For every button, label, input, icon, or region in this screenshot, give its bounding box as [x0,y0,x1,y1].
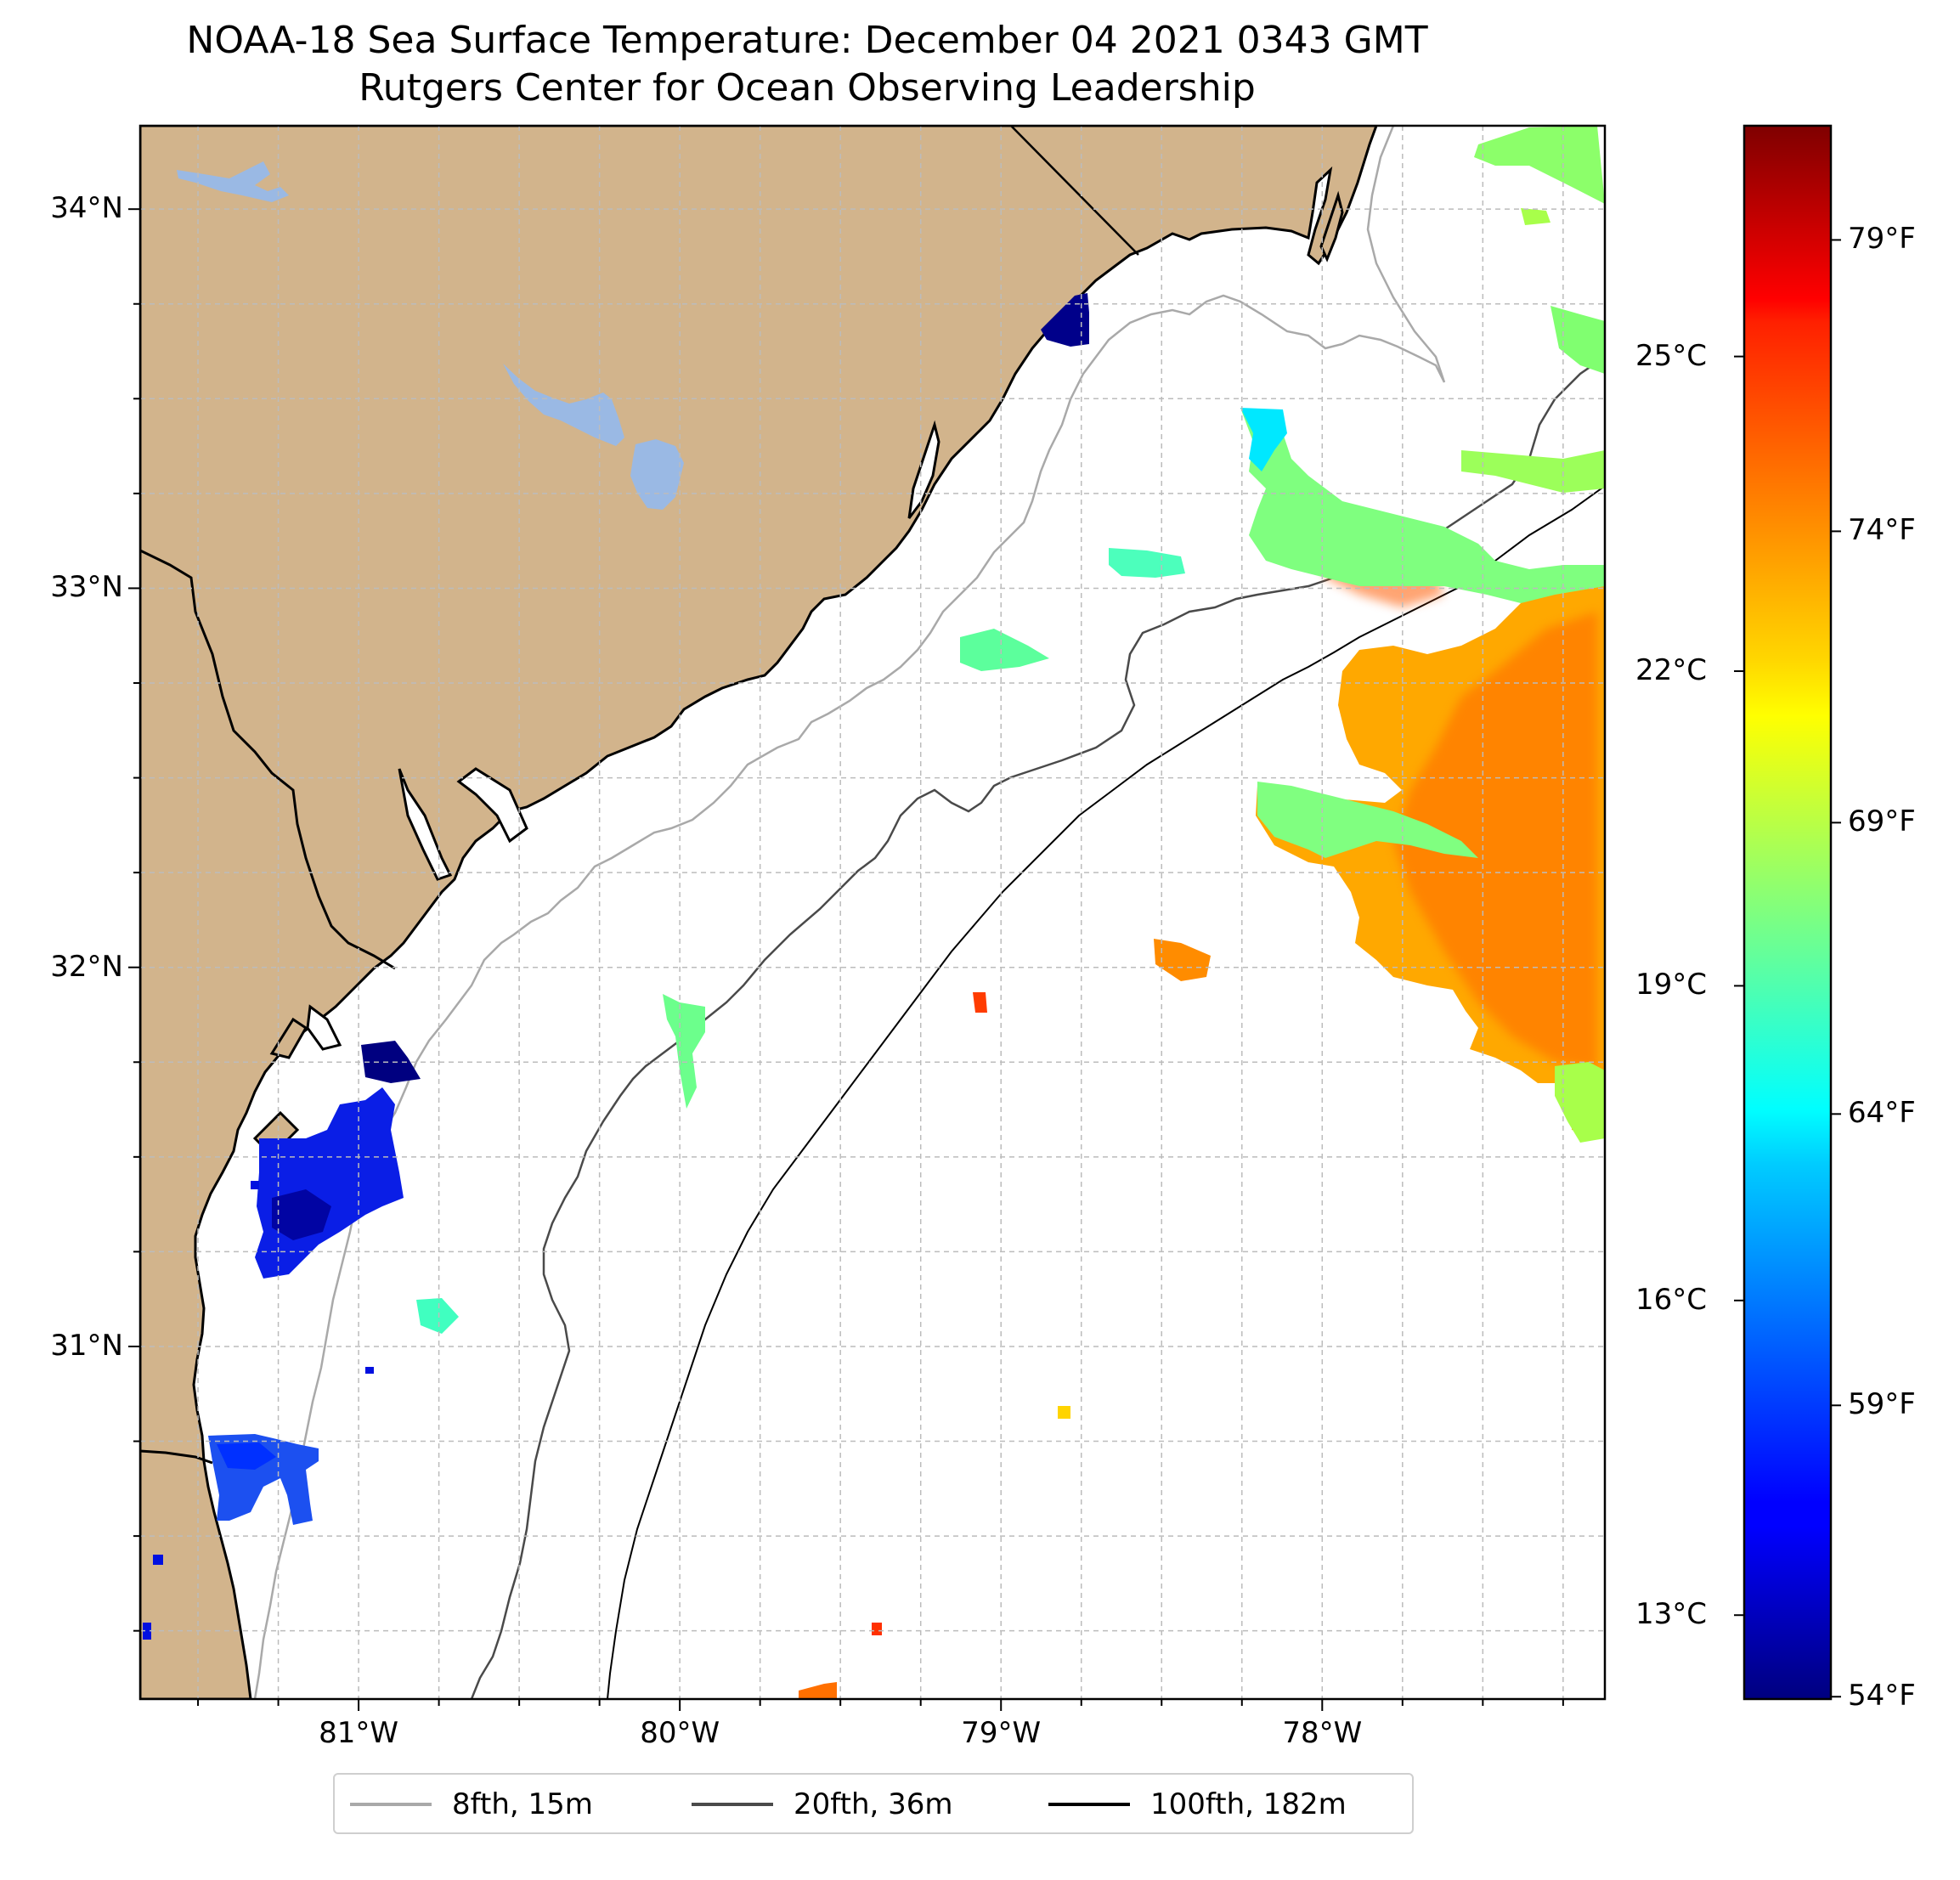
barrier-island [269,1017,308,1059]
sst-patch-cold-north [1041,293,1089,347]
chart-title: NOAA-18 Sea Surface Temperature: Decembe… [186,19,1428,62]
longitude-label: 81°W [319,1716,399,1750]
longitude-label: 78°W [1282,1716,1363,1750]
legend-swatch-20fth [692,1803,773,1806]
sst-patch-orange-spot [1154,939,1211,981]
lake-moultrie-south [630,439,684,510]
legend-label-8fth: 8fth, 15m [452,1787,593,1821]
sst-patch-green-ne [1474,126,1605,204]
colorbar-fahrenheit-label: 74°F [1848,513,1916,548]
estuary [456,767,528,844]
colorbar-fahrenheit-label: 64°F [1848,1096,1916,1131]
sst-patch-red-dot [872,1623,882,1635]
sst-patch-red-spot [973,992,987,1013]
legend-label-100fth: 100fth, 182m [1150,1787,1347,1821]
colorbar-celsius-label: 25°C [1635,338,1708,373]
lake-marion [177,161,289,202]
chart-subtitle: Rutgers Center for Ocean Observing Leade… [359,66,1256,110]
colorbar-fahrenheit-label: 79°F [1848,222,1916,257]
sst-patch-cyan-small [416,1298,459,1334]
sst-patch-cold-south-core [217,1442,276,1470]
colorbar-celsius-label: 22°C [1635,653,1708,688]
sst-patch-green-edge [1550,306,1605,374]
sst-patch-offshore-cyan [1109,548,1185,578]
bathymetry-legend: 8fth, 15m 20fth, 36m 100fth, 182m [333,1773,1414,1834]
colorbar-gradient [1744,126,1831,1699]
lake-moultrie [503,364,624,446]
state-border [140,549,396,970]
colorbar-ticks [1734,239,1841,1698]
sst-patch-yellow-dot [1058,1406,1070,1419]
legend-entry-8fth: 8fth, 15m [350,1775,593,1834]
map-axis-ticks [128,208,1564,1711]
land-mass [140,126,1378,1699]
colorbar-fahrenheit-label: 59°F [1848,1387,1916,1422]
legend-swatch-100fth [1048,1803,1130,1806]
sst-patch-green-bottom [1555,1062,1605,1143]
map-gridlines [140,126,1605,1699]
colorbar-fahrenheit-label: 69°F [1848,805,1916,839]
legend-entry-100fth: 100fth, 182m [1048,1775,1347,1834]
barrier-island [1319,190,1344,263]
map-frame [138,124,1607,1701]
sst-patch-green-mid [1257,782,1478,858]
sst-patch-nearshore-green [663,994,705,1109]
colorbar-celsius-label: 19°C [1635,968,1708,1002]
longitude-label: 79°W [961,1716,1042,1750]
legend-entry-20fth: 20fth, 36m [692,1775,953,1834]
sst-patch-warm-core [1393,612,1597,1070]
latitude-label: 34°N [50,191,123,226]
sst-patch-cold-core [272,1189,331,1240]
sst-patch-cooler-front [1240,408,1605,603]
colorbar-celsius-label: 13°C [1635,1597,1708,1632]
latitude-label: 33°N [50,570,123,605]
colorbar-celsius-label: 16°C [1635,1282,1708,1317]
legend-swatch-8fth [350,1803,432,1806]
estuary [907,420,940,519]
sst-patch-cold-north-ga [361,1041,421,1083]
sst-patch-green-band [1461,450,1605,493]
latitude-label: 32°N [50,949,123,984]
estuary [306,1004,342,1051]
state-border [1010,126,1139,256]
sst-patch-orange-bottom [799,1682,837,1699]
estuary [398,768,453,881]
latitude-label: 31°N [50,1328,123,1363]
sst-patch-green-spot [1521,208,1550,225]
state-border [140,1449,213,1465]
colorbar-fahrenheit-label: 54°F [1848,1679,1916,1713]
longitude-label: 80°W [640,1716,720,1750]
sst-data-layer [143,126,1605,1699]
colorbar-frame [1743,124,1833,1701]
legend-label-20fth: 20fth, 36m [794,1787,953,1821]
sst-patch-cyan-tip [1240,408,1287,471]
sst-patch-mid-green [960,629,1049,671]
